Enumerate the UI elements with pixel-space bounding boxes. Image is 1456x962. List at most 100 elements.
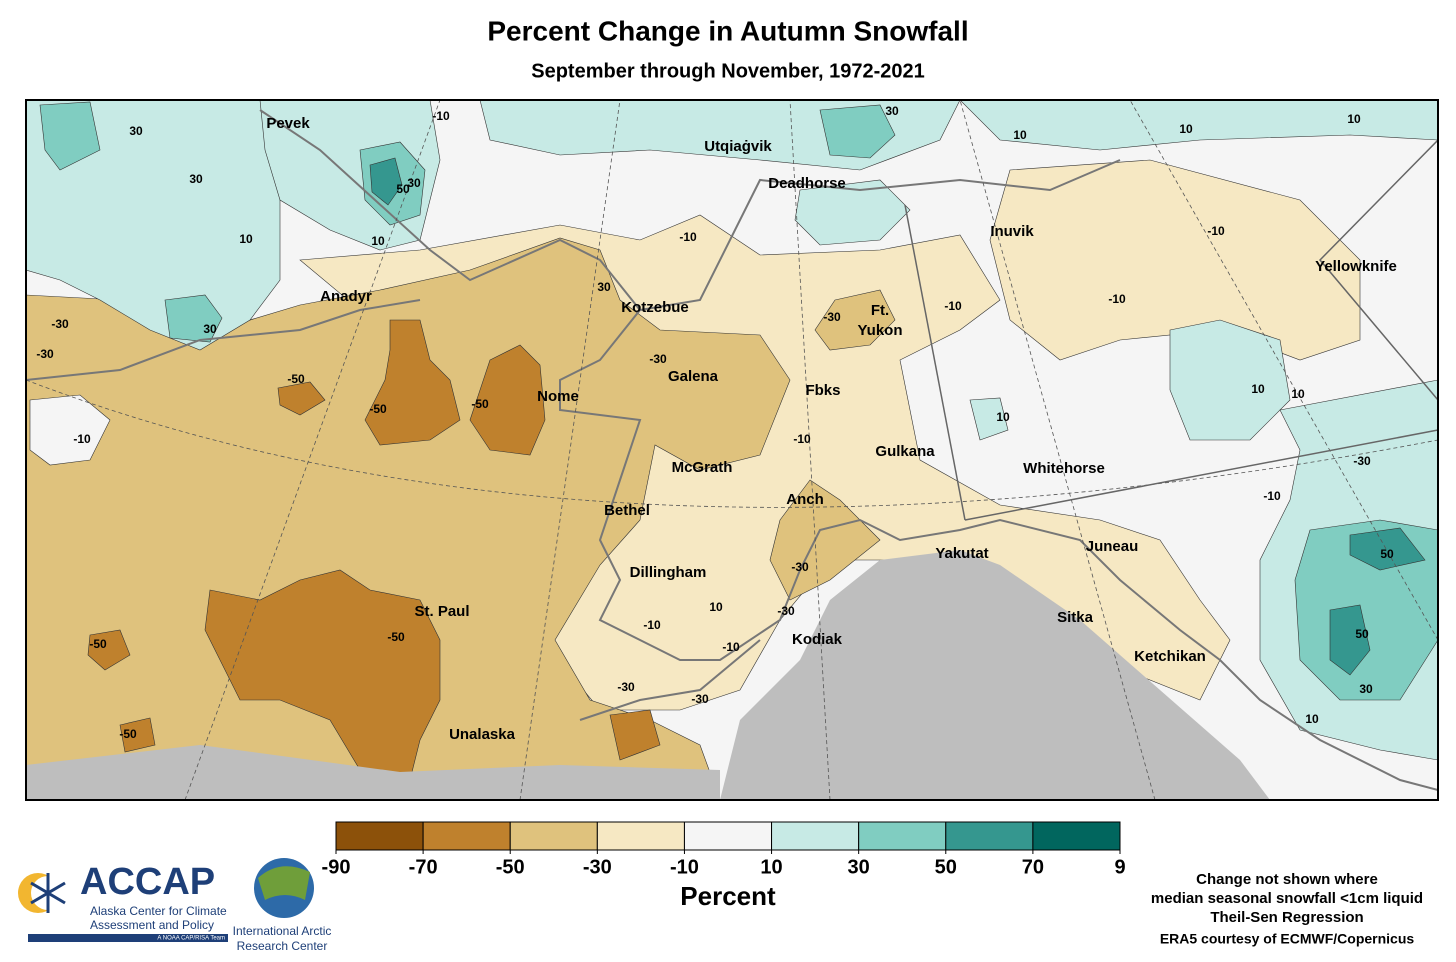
- colorbar-segment: [596, 821, 685, 851]
- logo-line: Research Center: [237, 939, 328, 953]
- place-label: Galena: [668, 368, 719, 385]
- logo-land: [258, 866, 310, 900]
- region-teal: [969, 397, 1009, 441]
- place-label: Kodiak: [792, 631, 843, 648]
- place-label: Yellowknife: [1315, 258, 1397, 275]
- contour-label: -10: [1108, 292, 1126, 306]
- graticule: [959, 100, 1156, 800]
- colorbar-tick-label: 70: [1022, 856, 1044, 878]
- contour-label: -10: [722, 640, 740, 654]
- place-label: Utqiaġvik: [704, 138, 772, 155]
- logo-bar: [28, 934, 228, 942]
- colorbar-tick-label: -50: [496, 856, 525, 878]
- contour-label: 50: [396, 182, 410, 196]
- map-frame: [25, 99, 1439, 801]
- place-label: Yakutat: [935, 545, 988, 562]
- logo-line: Alaska Center for Climate: [90, 904, 227, 918]
- logo-line: Assessment and Policy: [90, 918, 214, 932]
- region-white: [29, 394, 111, 466]
- place-label: Juneau: [1086, 538, 1139, 555]
- place-label: Deadhorse: [768, 175, 846, 192]
- iarc-logo: International Arctic Research Center: [233, 858, 332, 953]
- place-label: Whitehorse: [1023, 460, 1105, 477]
- contour-label: 10: [709, 600, 723, 614]
- note: Change not shown where: [1196, 871, 1378, 888]
- place-label: Ft.: [871, 302, 889, 319]
- region-tan: [26, 237, 791, 800]
- place-label: Sitka: [1057, 609, 1094, 626]
- contour-label: 50: [1355, 627, 1369, 641]
- region-teal: [794, 179, 911, 246]
- colorbar-segment: [683, 821, 773, 851]
- region-brown: [364, 319, 461, 446]
- graticule: [26, 379, 1438, 508]
- contour-label: -50: [369, 402, 387, 416]
- place-label: Yukon: [857, 322, 902, 339]
- contour-label: 10: [996, 410, 1010, 424]
- contour-label: -10: [1207, 224, 1225, 238]
- region-teal-mid: [819, 104, 896, 159]
- place-label: Inuvik: [990, 223, 1034, 240]
- region-teal-mid: [164, 294, 223, 343]
- map-labels: Pevek Utqiaġvik Deadhorse Inuvik Yellowknife…: [36, 104, 1397, 743]
- place-label: Anadyr: [320, 288, 372, 305]
- colorbar-title: Percent: [680, 881, 776, 911]
- contour-label: 30: [203, 322, 217, 336]
- contour-label: 30: [129, 124, 143, 138]
- colorbar-tick-label: 10: [760, 856, 782, 878]
- masked-area: [26, 745, 720, 800]
- region-teal-dark: [369, 157, 403, 206]
- place-label: Unalaska: [449, 726, 516, 743]
- place-label: Nome: [537, 388, 579, 405]
- contour-label: -30: [691, 692, 709, 706]
- graticule: [1129, 100, 1438, 641]
- contour-label: -10: [793, 432, 811, 446]
- colorbar-tick-label: 9: [1114, 856, 1125, 878]
- contour-label: 10: [371, 234, 385, 248]
- place-label: Pevek: [266, 115, 310, 132]
- colorbar-segment: [771, 821, 860, 851]
- notes: Change not shown where median seasonal s…: [1151, 871, 1423, 947]
- contour-label: 30: [597, 280, 611, 294]
- contour-label: -10: [643, 618, 661, 632]
- contour-label: -50: [119, 727, 137, 741]
- region-teal-mid: [39, 101, 101, 171]
- contour-label: -30: [1353, 454, 1371, 468]
- border: [964, 429, 1438, 521]
- place-label: Anch: [786, 491, 824, 508]
- logo-line: International Arctic: [233, 924, 332, 938]
- region-teal-dark: [1349, 527, 1426, 571]
- place-label: Bethel: [604, 502, 650, 519]
- colorbar-segment: [335, 821, 424, 851]
- contour-label: 10: [1179, 122, 1193, 136]
- place-label: Kotzebue: [621, 299, 689, 316]
- contour-label: -10: [73, 432, 91, 446]
- contour-label: 30: [885, 104, 899, 118]
- border: [1318, 139, 1438, 401]
- contour-label: -30: [617, 680, 635, 694]
- region-tan: [769, 479, 881, 601]
- graticule: [184, 100, 441, 800]
- border: [904, 204, 966, 521]
- region-teal: [1169, 319, 1291, 441]
- place-label: Ketchikan: [1134, 648, 1206, 665]
- subtitle: September through November, 1972-2021: [531, 60, 924, 82]
- contour-label: 10: [239, 232, 253, 246]
- contour-label: -30: [649, 352, 667, 366]
- contour-label: -50: [89, 637, 107, 651]
- colorbar-tick-label: -30: [583, 856, 612, 878]
- place-label: St. Paul: [414, 603, 469, 620]
- contour-label: 10: [1291, 387, 1305, 401]
- contour-label: -10: [432, 109, 450, 123]
- colorbar: -90 -70 -50 -30 -10 10 30 50 70 9 Percent: [322, 821, 1126, 911]
- region-brown: [87, 629, 131, 671]
- contour-label: -30: [777, 604, 795, 618]
- logo-snowflake: [30, 873, 66, 913]
- contour-label: -50: [387, 630, 405, 644]
- contour-label: 50: [1380, 547, 1394, 561]
- contour-label: 10: [1305, 712, 1319, 726]
- contour-label: 10: [1251, 382, 1265, 396]
- region-brown: [119, 717, 156, 753]
- region-brown: [469, 344, 546, 456]
